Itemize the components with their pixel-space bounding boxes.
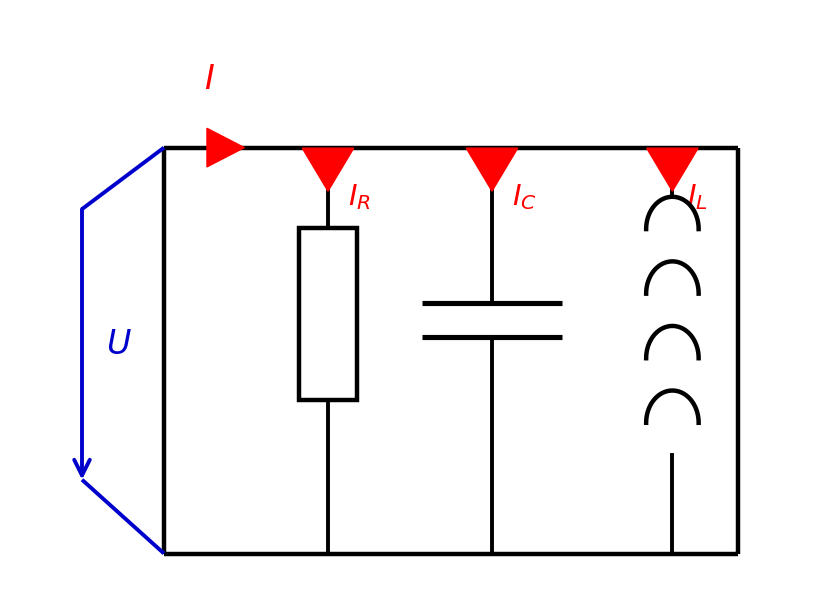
Text: $I_R$: $I_R$ (348, 182, 371, 212)
Polygon shape (646, 148, 697, 191)
Polygon shape (302, 148, 353, 191)
Polygon shape (206, 129, 244, 167)
Bar (299, 228, 356, 400)
Text: $I_C$: $I_C$ (512, 182, 536, 212)
Polygon shape (466, 148, 517, 191)
Text: $U$: $U$ (106, 328, 132, 361)
Text: $I$: $I$ (203, 63, 215, 97)
Text: $I_L$: $I_L$ (686, 182, 707, 212)
